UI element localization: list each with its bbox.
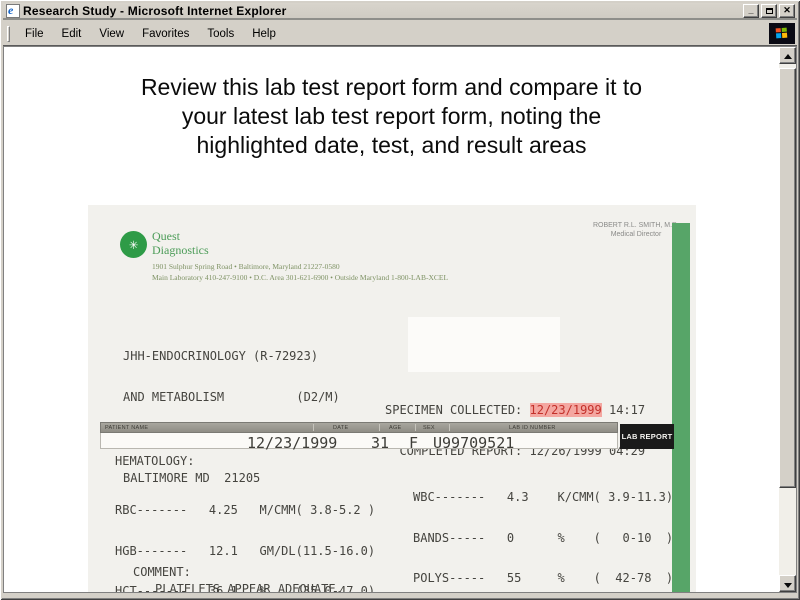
page-instruction-heading: Review this lab test report form and com… (4, 73, 779, 160)
restore-icon (765, 7, 773, 14)
menu-grip-handle[interactable] (7, 25, 10, 42)
close-button[interactable]: ✕ (779, 3, 795, 18)
patient-info-strip: PATIENT NAME DATE AGE SEX LAB ID NUMBER … (100, 422, 618, 452)
patient-sex: F (409, 434, 419, 452)
menu-tools[interactable]: Tools (207, 27, 235, 40)
highlighted-specimen-date: 12/23/1999 (529, 403, 602, 417)
specimen-dates-block: SPECIMEN COLLECTED: 12/23/1999 14:17 COM… (385, 377, 645, 485)
report-green-side-bar (672, 223, 690, 592)
scroll-up-button[interactable] (779, 47, 796, 64)
menu-help[interactable]: Help (252, 27, 276, 40)
header-age: AGE (389, 425, 402, 431)
result-row: BANDS----- 0 % ( 0-10 ) (413, 530, 674, 545)
header-patient-name: PATIENT NAME (105, 425, 149, 431)
windows-logo-throbber-icon (769, 23, 795, 44)
menu-edit[interactable]: Edit (61, 27, 82, 40)
quest-diagnostics-logo-icon: ✳ (120, 231, 147, 258)
result-row: HCT------- 36.1 % (35.0-47.0) (115, 584, 376, 592)
vertical-scrollbar[interactable] (779, 47, 796, 592)
menu-favorites[interactable]: Favorites (142, 27, 190, 40)
scroll-down-button[interactable] (779, 575, 796, 592)
window-title: Research Study - Microsoft Internet Expl… (23, 3, 287, 18)
hematology-right-column: WBC------- 4.3 K/CMM( 3.9-11.3) BANDS---… (413, 464, 673, 592)
close-icon: ✕ (783, 4, 791, 15)
menu-bar: File Edit View Favorites Tools Help (3, 22, 797, 46)
result-row: HGB------- 12.1 GM/DL(11.5-16.0) (115, 543, 376, 558)
scrollbar-thumb[interactable] (779, 68, 796, 488)
result-row: WBC------- 4.3 K/CMM( 3.9-11.3) (413, 490, 674, 504)
patient-age: 31 (371, 434, 390, 452)
scroll-up-icon (784, 54, 792, 59)
header-sex: SEX (423, 425, 435, 431)
ie-document-icon: e (6, 3, 20, 18)
hematology-left-column: RBC------- 4.25 M/CMM( 3.8-5.2 ) HGB----… (115, 477, 375, 592)
hematology-title: HEMATOLOGY: (115, 454, 195, 468)
title-bar[interactable]: e Research Study - Microsoft Internet Ex… (3, 3, 797, 20)
header-lab-id: LAB ID NUMBER (509, 425, 556, 431)
lab-report-scan: ✳ Quest Diagnostics 1901 Sulphur Spring … (88, 205, 696, 592)
heading-line-2: your latest lab test report form, noting… (181, 103, 602, 129)
page-content: Review this lab test report form and com… (4, 47, 779, 592)
comment-text: PLATELETS APPEAR ADEQUATE. (155, 582, 343, 592)
menu-view[interactable]: View (99, 27, 125, 40)
result-row: POLYS----- 55 % ( 42-78 ) (413, 571, 674, 585)
menu-file[interactable]: File (25, 27, 44, 40)
heading-line-1: Review this lab test report form and com… (140, 74, 643, 100)
patient-date: 12/23/1999 (247, 434, 338, 452)
patient-strip-values: 12/23/1999 31 F U99709521 (100, 433, 618, 452)
header-date: DATE (333, 425, 349, 431)
heading-line-3: highlighted date, test, and result areas (196, 132, 587, 158)
specimen-collected-line: SPECIMEN COLLECTED: 12/23/1999 14:17 (385, 403, 646, 417)
comment-label: COMMENT: (133, 565, 191, 579)
restore-button[interactable] (761, 3, 777, 18)
medical-director-block: ROBERT R.L. SMITH, M.D. Medical Director (592, 222, 680, 238)
lab-address: 1901 Sulphur Spring Road • Baltimore, Ma… (152, 262, 449, 282)
patient-strip-header: PATIENT NAME DATE AGE SEX LAB ID NUMBER (100, 422, 618, 433)
scroll-down-icon (784, 583, 792, 588)
minimize-icon: _ (748, 4, 754, 15)
lab-report-badge: LAB REPORT (620, 424, 674, 449)
result-row: RBC------- 4.25 M/CMM( 3.8-5.2 ) (115, 503, 376, 517)
browser-viewport: Review this lab test report form and com… (3, 46, 797, 593)
redacted-area (408, 317, 560, 372)
quest-brand-name: Quest Diagnostics (152, 229, 209, 257)
minimize-button[interactable]: _ (743, 3, 759, 18)
patient-lab-id: U99709521 (433, 434, 515, 452)
